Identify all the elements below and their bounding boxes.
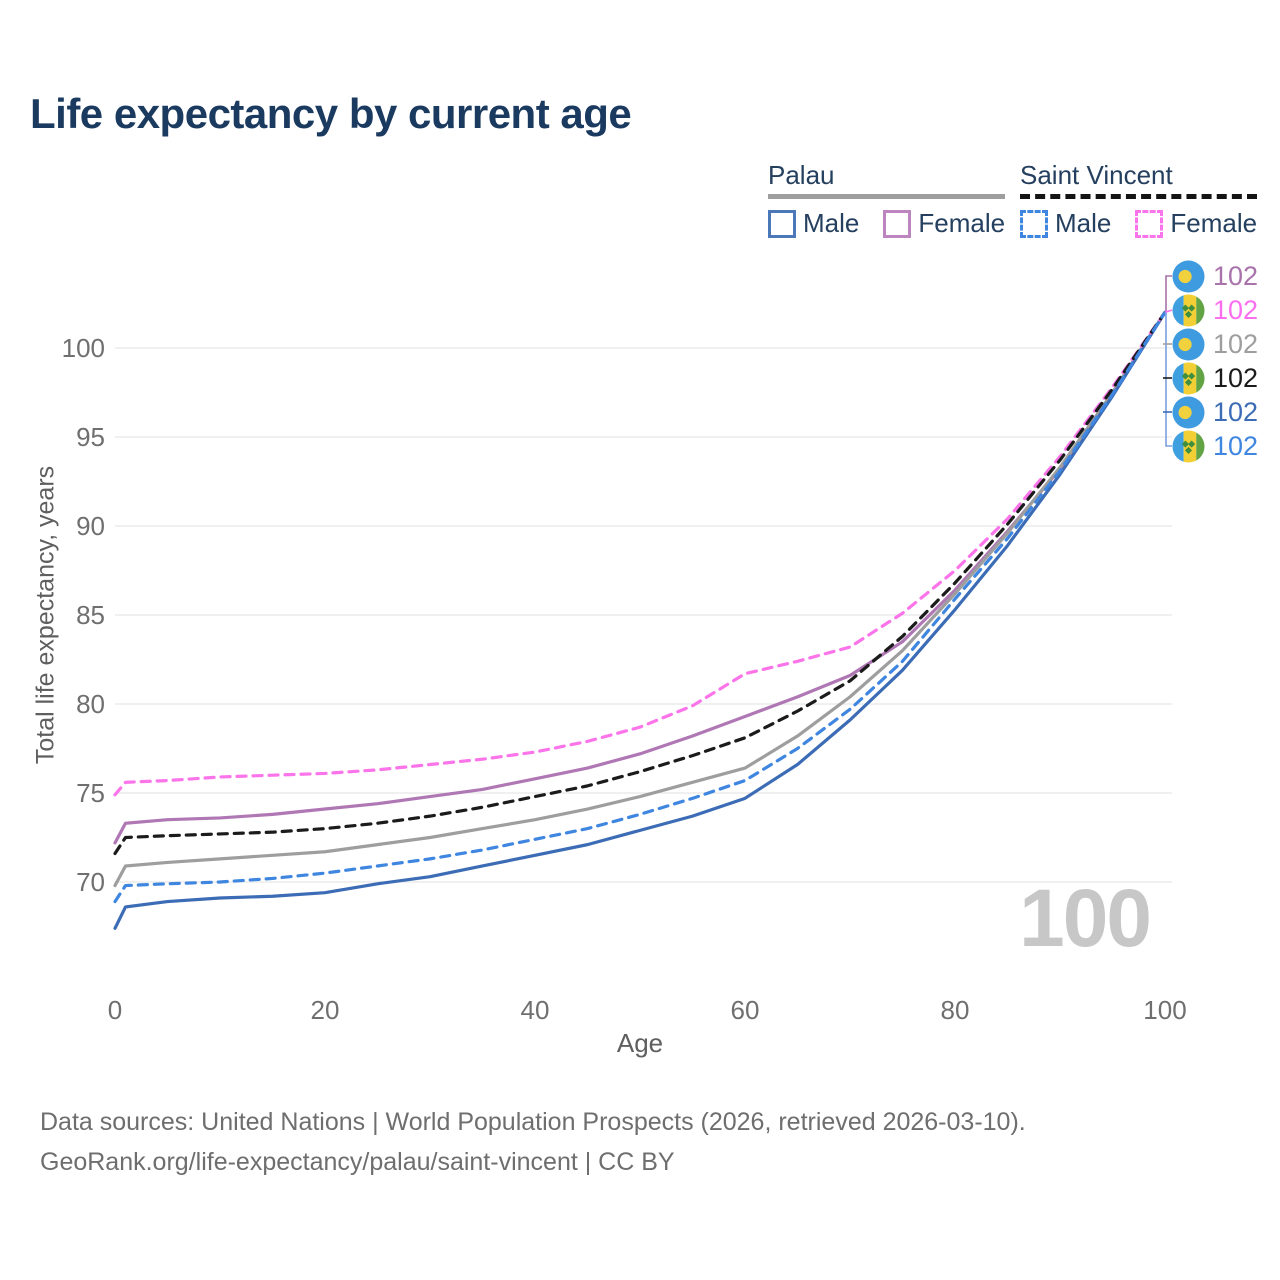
series-line-saint-vincent-female[interactable] [113,310,1167,797]
end-value-label: 102 [1213,396,1259,427]
legend-item-saint-vincent-male[interactable]: Male [1020,208,1111,239]
end-value-label: 102 [1213,430,1259,461]
series-line-palau-male[interactable] [113,310,1167,930]
page-title: Life expectancy by current age [30,90,632,137]
footer-attribution: GeoRank.org/life-expectancy/palau/saint-… [40,1148,675,1176]
saint-vincent-flag-icon [1172,361,1205,395]
legend-saint-vincent-header: Saint Vincent [1020,160,1173,190]
palau-flag-icon [1172,259,1205,293]
x-axis-title: Age [616,1028,664,1058]
connector-line [1165,312,1172,447]
y-tick-label: 85 [76,600,105,630]
legend-saint-vincent-underline-swatch [1020,194,1258,199]
y-tick-label: 75 [76,778,105,808]
legend-item-label: Female [918,208,1006,238]
y-tick-label: 80 [76,689,105,719]
series-line-palau-female[interactable] [113,310,1167,845]
legend-palau-underline-swatch [768,194,1006,199]
y-tick-label: 100 [61,333,105,363]
y-tick-label: 95 [76,422,105,452]
legend-item-saint-vincent-female[interactable]: Female [1135,208,1257,239]
palau-male-swatch-icon [768,209,796,238]
x-tick-label: 20 [310,995,340,1025]
saint-vincent-flag-icon [1172,429,1205,463]
x-tick-label: 40 [520,995,550,1025]
y-tick-label: 90 [76,511,105,541]
end-value-label: 102 [1213,362,1259,393]
connector-line [1164,309,1173,314]
end-label-row: 102 [1172,429,1258,463]
legend-group-saint-vincent: Saint Vincent Male Female [1020,160,1258,239]
end-value-label: 102 [1213,260,1259,291]
saint-vincent-female-swatch-icon [1135,209,1164,238]
legend-palau-header: Palau [768,160,835,190]
series-line-palau-total[interactable] [113,310,1167,888]
footer-data-sources: Data sources: United Nations | World Pop… [40,1108,1026,1136]
connector-line [1165,275,1172,314]
end-label-row: 102 [1172,293,1258,327]
end-label-row: 102 [1172,259,1258,293]
series-line-saint-vincent-male[interactable] [113,310,1167,904]
series-line-saint-vincent-total[interactable] [113,310,1167,856]
legend-item-label: Male [803,208,860,238]
legend-item-palau-male[interactable]: Male [768,208,859,239]
end-value-label: 102 [1213,294,1259,325]
legend-item-palau-female[interactable]: Female [883,208,1005,239]
end-label-row: 102 [1172,395,1258,429]
palau-flag-icon [1172,327,1205,361]
watermark-age-100: 100 [1019,873,1152,964]
saint-vincent-flag-icon [1172,293,1205,327]
end-label-row: 102 [1172,361,1258,395]
y-tick-label: 70 [76,867,105,897]
end-label-row: 102 [1172,327,1258,361]
x-tick-label: 60 [730,995,760,1025]
legend-item-label: Male [1055,208,1112,238]
palau-female-swatch-icon [883,209,912,238]
x-tick-label: 0 [107,995,123,1025]
palau-flag-icon [1172,395,1205,429]
x-tick-label: 80 [940,995,970,1025]
y-axis-title: Total life expectancy, years [31,465,60,765]
end-value-label: 102 [1213,328,1259,359]
legend-group-palau: Palau Male Female [768,160,1006,239]
legend-item-label: Female [1170,208,1258,238]
saint-vincent-male-swatch-icon [1020,209,1048,238]
x-tick-label: 100 [1143,995,1187,1025]
